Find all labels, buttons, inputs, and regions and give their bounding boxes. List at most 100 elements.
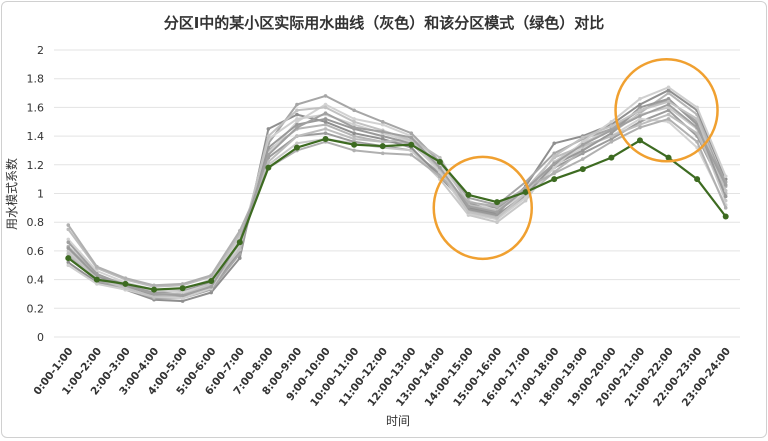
actual-point (352, 122, 356, 127)
y-tick-labels: 0 0.2 0.4 0.6 0.8 1 1.2 1.4 1.6 1.8 2 (27, 44, 45, 344)
pattern-point (494, 199, 501, 206)
pattern-point (408, 141, 415, 148)
actual-point (695, 105, 699, 110)
y-tick-label: 1 (37, 188, 44, 201)
pattern-point (179, 285, 186, 292)
actual-point (695, 125, 699, 130)
actual-point (380, 119, 385, 124)
actual-point (380, 151, 385, 156)
x-axis-label: 时间 (386, 414, 410, 428)
actual-point (638, 122, 642, 127)
actual-point (352, 117, 356, 121)
actual-point (295, 119, 299, 124)
actual-point (237, 256, 242, 260)
actual-point (552, 141, 557, 146)
y-tick-label: 0.4 (27, 274, 45, 287)
highlight-circles (432, 58, 719, 261)
actual-point (409, 131, 414, 136)
pattern-point (122, 280, 129, 287)
pattern-point (65, 255, 72, 262)
actual-point (323, 131, 328, 136)
y-tick-label: 0 (37, 331, 44, 344)
actual-point (580, 135, 585, 140)
pattern-series-group (65, 135, 729, 293)
y-tick-label: 0.2 (27, 302, 45, 315)
actual-point (66, 227, 71, 232)
actual-series-line (67, 103, 727, 294)
actual-point (352, 119, 356, 124)
actual-point (495, 210, 499, 214)
y-tick-label: 1.4 (27, 130, 45, 143)
actual-point (209, 290, 214, 295)
y-tick-label: 0.6 (27, 245, 45, 258)
highlight-circle-afternoon (432, 155, 533, 261)
actual-point (609, 131, 614, 136)
actual-point (695, 140, 699, 144)
actual-point (295, 108, 299, 113)
actual-point (666, 88, 671, 92)
actual-point (552, 161, 557, 166)
actual-point (209, 273, 214, 278)
actual-point (609, 137, 614, 141)
actual-point (237, 247, 242, 252)
actual-point (266, 127, 271, 131)
actual-point (380, 122, 385, 127)
actual-point (352, 108, 356, 113)
actual-point (723, 183, 728, 187)
actual-point (695, 145, 699, 150)
actual-point (323, 111, 328, 115)
actual-point (95, 282, 99, 286)
actual-point (266, 134, 271, 138)
actual-point (323, 122, 328, 127)
actual-point (638, 105, 642, 110)
actual-point (523, 196, 528, 200)
actual-point (95, 272, 99, 276)
actual-point (495, 216, 499, 220)
actual-point (695, 117, 699, 121)
actual-point (323, 127, 328, 131)
actual-point (438, 174, 442, 179)
chart-title: 分区I中的某小区实际用水曲线（灰色）和该分区模式（绿色）对比 (164, 14, 605, 32)
actual-point (666, 108, 671, 113)
actual-point (466, 200, 471, 204)
actual-point (495, 220, 499, 224)
actual-point (380, 137, 385, 141)
actual-point (638, 125, 642, 130)
actual-point (352, 134, 356, 138)
actual-point (295, 112, 299, 117)
actual-point (323, 94, 328, 98)
actual-point (323, 119, 328, 124)
actual-point (580, 140, 585, 144)
actual-point (409, 135, 414, 140)
actual-point (352, 125, 356, 130)
actual-point (638, 119, 642, 124)
actual-point (295, 125, 299, 130)
pattern-point (351, 141, 358, 148)
actual-point (638, 114, 642, 118)
actual-point (723, 194, 728, 199)
actual-point (580, 142, 585, 147)
y-tick-label: 1.2 (27, 159, 45, 172)
pattern-point (579, 166, 586, 173)
actual-point (723, 188, 728, 193)
actual-point (180, 296, 185, 301)
pattern-point (522, 189, 529, 196)
actual-point (666, 85, 671, 90)
actual-point (209, 284, 214, 289)
actual-point (409, 152, 414, 157)
pattern-point (236, 239, 243, 246)
actual-point (152, 292, 156, 296)
actual-point (609, 128, 614, 133)
actual-point (580, 157, 585, 161)
actual-point (66, 251, 71, 256)
actual-point (380, 134, 385, 138)
highlight-circle-evening (614, 58, 719, 163)
actual-point (295, 102, 299, 107)
pattern-point (293, 144, 300, 151)
pattern-point (722, 213, 729, 220)
actual-point (295, 122, 299, 127)
actual-point (552, 171, 557, 176)
actual-point (323, 105, 328, 110)
actual-point (266, 160, 271, 164)
